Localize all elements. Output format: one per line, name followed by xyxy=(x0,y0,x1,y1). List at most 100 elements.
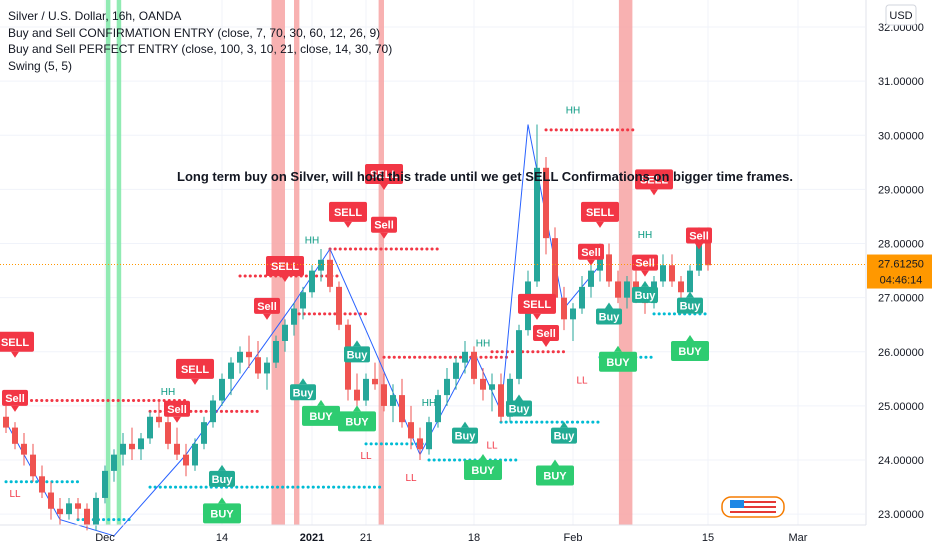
candle[interactable] xyxy=(336,286,342,325)
candle[interactable] xyxy=(381,384,387,406)
candle[interactable] xyxy=(183,454,189,466)
candle[interactable] xyxy=(552,238,558,298)
candle[interactable] xyxy=(435,395,441,423)
sell-signal-big[interactable]: SELL xyxy=(635,169,673,196)
candle[interactable] xyxy=(300,292,306,309)
candle[interactable] xyxy=(444,378,450,396)
legend-indicator-3[interactable]: Swing (5, 5) xyxy=(8,59,72,73)
candle[interactable] xyxy=(534,167,540,282)
candle[interactable] xyxy=(282,324,288,341)
candle[interactable] xyxy=(246,351,252,358)
candle[interactable] xyxy=(408,422,414,439)
buy-signal-big[interactable]: BUY xyxy=(671,334,709,361)
sell-signal[interactable]: Sell xyxy=(632,254,658,277)
sell-signal-big[interactable]: SELL xyxy=(581,201,619,228)
candle[interactable] xyxy=(471,351,477,379)
sell-signal-big[interactable]: SELL xyxy=(0,331,34,358)
candle[interactable] xyxy=(327,259,333,287)
sell-signal[interactable]: Sell xyxy=(533,324,559,347)
candle[interactable] xyxy=(615,281,621,298)
candle[interactable] xyxy=(678,281,684,293)
candle[interactable] xyxy=(210,400,216,423)
candle[interactable] xyxy=(138,438,144,450)
signals[interactable]: SELL Sell SELL Sell SELL Sell SELL SELL Sell SELL… xyxy=(0,164,712,524)
candle[interactable] xyxy=(93,497,99,525)
buy-signal[interactable]: Buy xyxy=(209,464,235,487)
candle[interactable] xyxy=(588,270,594,287)
candle[interactable] xyxy=(354,389,360,401)
candle[interactable] xyxy=(237,351,243,363)
buy-signal[interactable]: Buy xyxy=(677,291,703,314)
candle[interactable] xyxy=(606,254,612,282)
currency-button[interactable] xyxy=(885,4,917,26)
candle[interactable] xyxy=(516,330,522,379)
candle[interactable] xyxy=(309,270,315,293)
candle[interactable] xyxy=(156,416,162,423)
candle[interactable] xyxy=(84,508,90,525)
candle[interactable] xyxy=(624,281,630,298)
candle[interactable] xyxy=(120,443,126,455)
candle[interactable] xyxy=(165,422,171,444)
candle[interactable] xyxy=(30,454,36,477)
sell-signal-big[interactable]: SELL xyxy=(176,358,214,385)
buy-signal-big[interactable]: BUY xyxy=(338,405,376,432)
candle[interactable] xyxy=(390,395,396,406)
candle[interactable] xyxy=(147,416,153,439)
candle[interactable] xyxy=(3,416,9,428)
candle[interactable] xyxy=(66,503,72,515)
sell-signal[interactable]: Sell xyxy=(2,389,28,412)
candle[interactable] xyxy=(12,427,18,444)
candle[interactable] xyxy=(264,362,270,374)
sell-signal-big[interactable]: SELL xyxy=(329,201,367,228)
candle[interactable] xyxy=(174,443,180,455)
candle[interactable] xyxy=(453,362,459,379)
buy-signal[interactable]: Buy xyxy=(452,421,478,444)
sell-signal[interactable]: Sell xyxy=(371,216,397,239)
candle[interactable] xyxy=(417,438,423,450)
candle[interactable] xyxy=(57,508,63,515)
candle[interactable] xyxy=(39,476,45,493)
candle[interactable] xyxy=(687,270,693,293)
buy-signal[interactable]: Buy xyxy=(632,280,658,303)
candle[interactable] xyxy=(498,384,504,417)
candle[interactable] xyxy=(399,395,405,423)
sell-signal[interactable]: Sell xyxy=(578,243,604,266)
legend-indicator-2[interactable]: Buy and Sell PERFECT ENTRY (close, 100, … xyxy=(8,42,392,56)
sell-signal[interactable]: Sell xyxy=(164,400,190,423)
buy-signal[interactable]: Buy xyxy=(551,421,577,444)
candle[interactable] xyxy=(102,470,108,498)
candle[interactable] xyxy=(75,503,81,509)
candle[interactable] xyxy=(489,384,495,390)
buy-signal-big[interactable]: BUY xyxy=(599,345,637,372)
buy-signal-big[interactable]: BUY xyxy=(302,399,340,426)
candle[interactable] xyxy=(705,238,711,266)
candle[interactable] xyxy=(192,443,198,466)
sell-signal-big[interactable]: SELL xyxy=(266,256,304,283)
candle[interactable] xyxy=(579,286,585,309)
candle[interactable] xyxy=(633,281,639,293)
candle[interactable] xyxy=(660,265,666,282)
candle[interactable] xyxy=(21,443,27,455)
sell-signal[interactable]: Sell xyxy=(254,297,280,320)
candle[interactable] xyxy=(372,378,378,385)
candle[interactable] xyxy=(696,238,702,271)
buy-signal-big[interactable]: BUY xyxy=(464,454,502,481)
candle[interactable] xyxy=(291,308,297,325)
sell-signal[interactable]: Sell xyxy=(686,227,712,250)
candle[interactable] xyxy=(597,254,603,271)
candle[interactable] xyxy=(426,422,432,450)
candle[interactable] xyxy=(219,378,225,401)
buy-signal[interactable]: Buy xyxy=(344,340,370,363)
candle[interactable] xyxy=(111,454,117,471)
candle[interactable] xyxy=(462,351,468,363)
buy-signal-big[interactable]: BUY xyxy=(536,459,574,486)
legend-indicator-1[interactable]: Buy and Sell CONFIRMATION ENTRY (close, … xyxy=(8,26,380,40)
buy-signal-big[interactable]: BUY xyxy=(203,497,241,524)
time-axis[interactable]: Dec 14 21 2021 18 Feb 15 Mar xyxy=(0,524,866,544)
buy-signal[interactable]: Buy xyxy=(506,394,532,417)
candle[interactable] xyxy=(669,265,675,282)
buy-signal[interactable]: Buy xyxy=(596,302,622,325)
price-axis[interactable]: 23.00000 24.00000 25.00000 26.00000 27.00000… xyxy=(865,0,932,525)
candle[interactable] xyxy=(570,308,576,320)
